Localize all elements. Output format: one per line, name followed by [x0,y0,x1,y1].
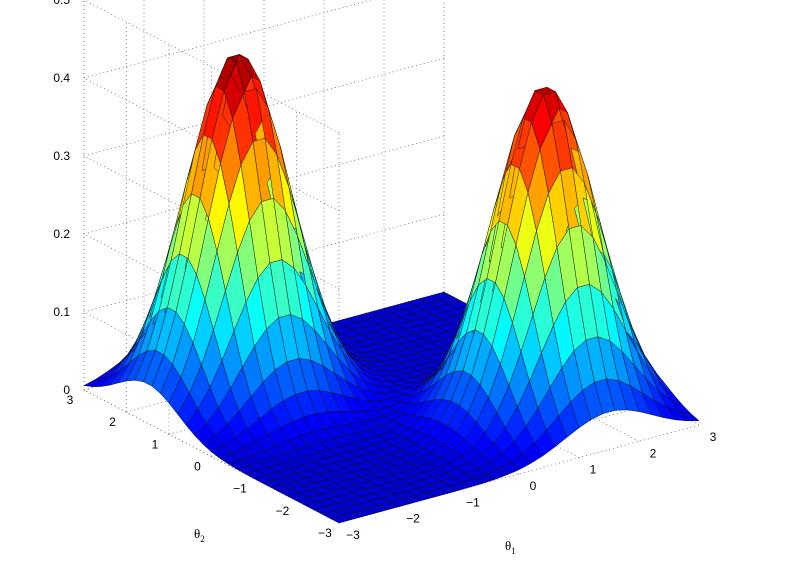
z-tick-label: 0.5 [53,0,70,7]
x-tick-label: 0 [530,479,537,493]
z-tick-label: 0.1 [53,305,70,319]
y-tick-label: −3 [318,526,332,540]
y-tick-label: 2 [109,415,116,429]
x-tick-label: −1 [466,495,480,509]
x-tick-label: 2 [650,446,657,460]
surface-mesh [83,54,700,524]
x-tick-label: −3 [346,528,360,542]
y-tick-label: 0 [194,460,201,474]
y-tick-label: −1 [233,482,247,496]
grid-line [83,0,373,79]
z-tick-label: 0 [63,383,70,397]
z-tick-label: 0.4 [53,71,70,85]
y-tick-label: 3 [67,393,74,407]
x-axis-label: θ1 [505,538,516,556]
x-tick-label: −2 [406,512,420,526]
z-tick-label: 0.2 [53,227,70,241]
z-tick-label: 0.3 [53,149,70,163]
y-tick-label: −2 [276,504,290,518]
x-tick-label: 3 [710,430,717,444]
x-tick-label: 1 [590,463,597,477]
y-tick-label: 1 [152,437,159,451]
y-axis-label: θ2 [194,526,205,544]
surface-cell [678,410,700,422]
